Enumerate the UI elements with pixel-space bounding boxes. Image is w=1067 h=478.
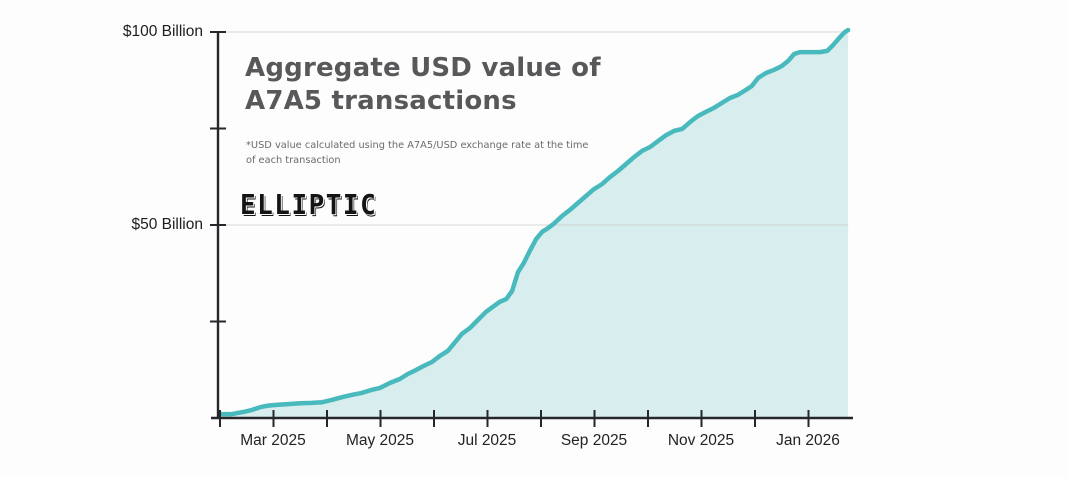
series-area-fill [220,30,849,418]
x-axis-label-sep2025: Sep 2025 [560,432,628,449]
chart-title-line2: A7A5 transactions [245,86,517,116]
x-axis-label-jul2025: Jul 2025 [457,432,517,449]
y-axis-label-100b: $100 Billion [122,23,203,40]
x-axis-label-mar2025: Mar 2025 [240,432,306,449]
elliptic-logo: ELLIPTIC [240,189,378,222]
x-axis-label-may2025: May 2025 [345,432,415,449]
chart-title: Aggregate USD value of A7A5 transactions [245,52,605,118]
series-line [217,27,851,417]
x-axis-label-nov2025: Nov 2025 [667,432,735,449]
x-axis-label-jan2026: Jan 2026 [776,432,840,449]
chart-title-line1: Aggregate USD value of [245,53,601,83]
y-axis-label-50b: $50 Billion [131,216,203,233]
chart-footnote: *USD value calculated using the A7A5/USD… [246,140,589,166]
